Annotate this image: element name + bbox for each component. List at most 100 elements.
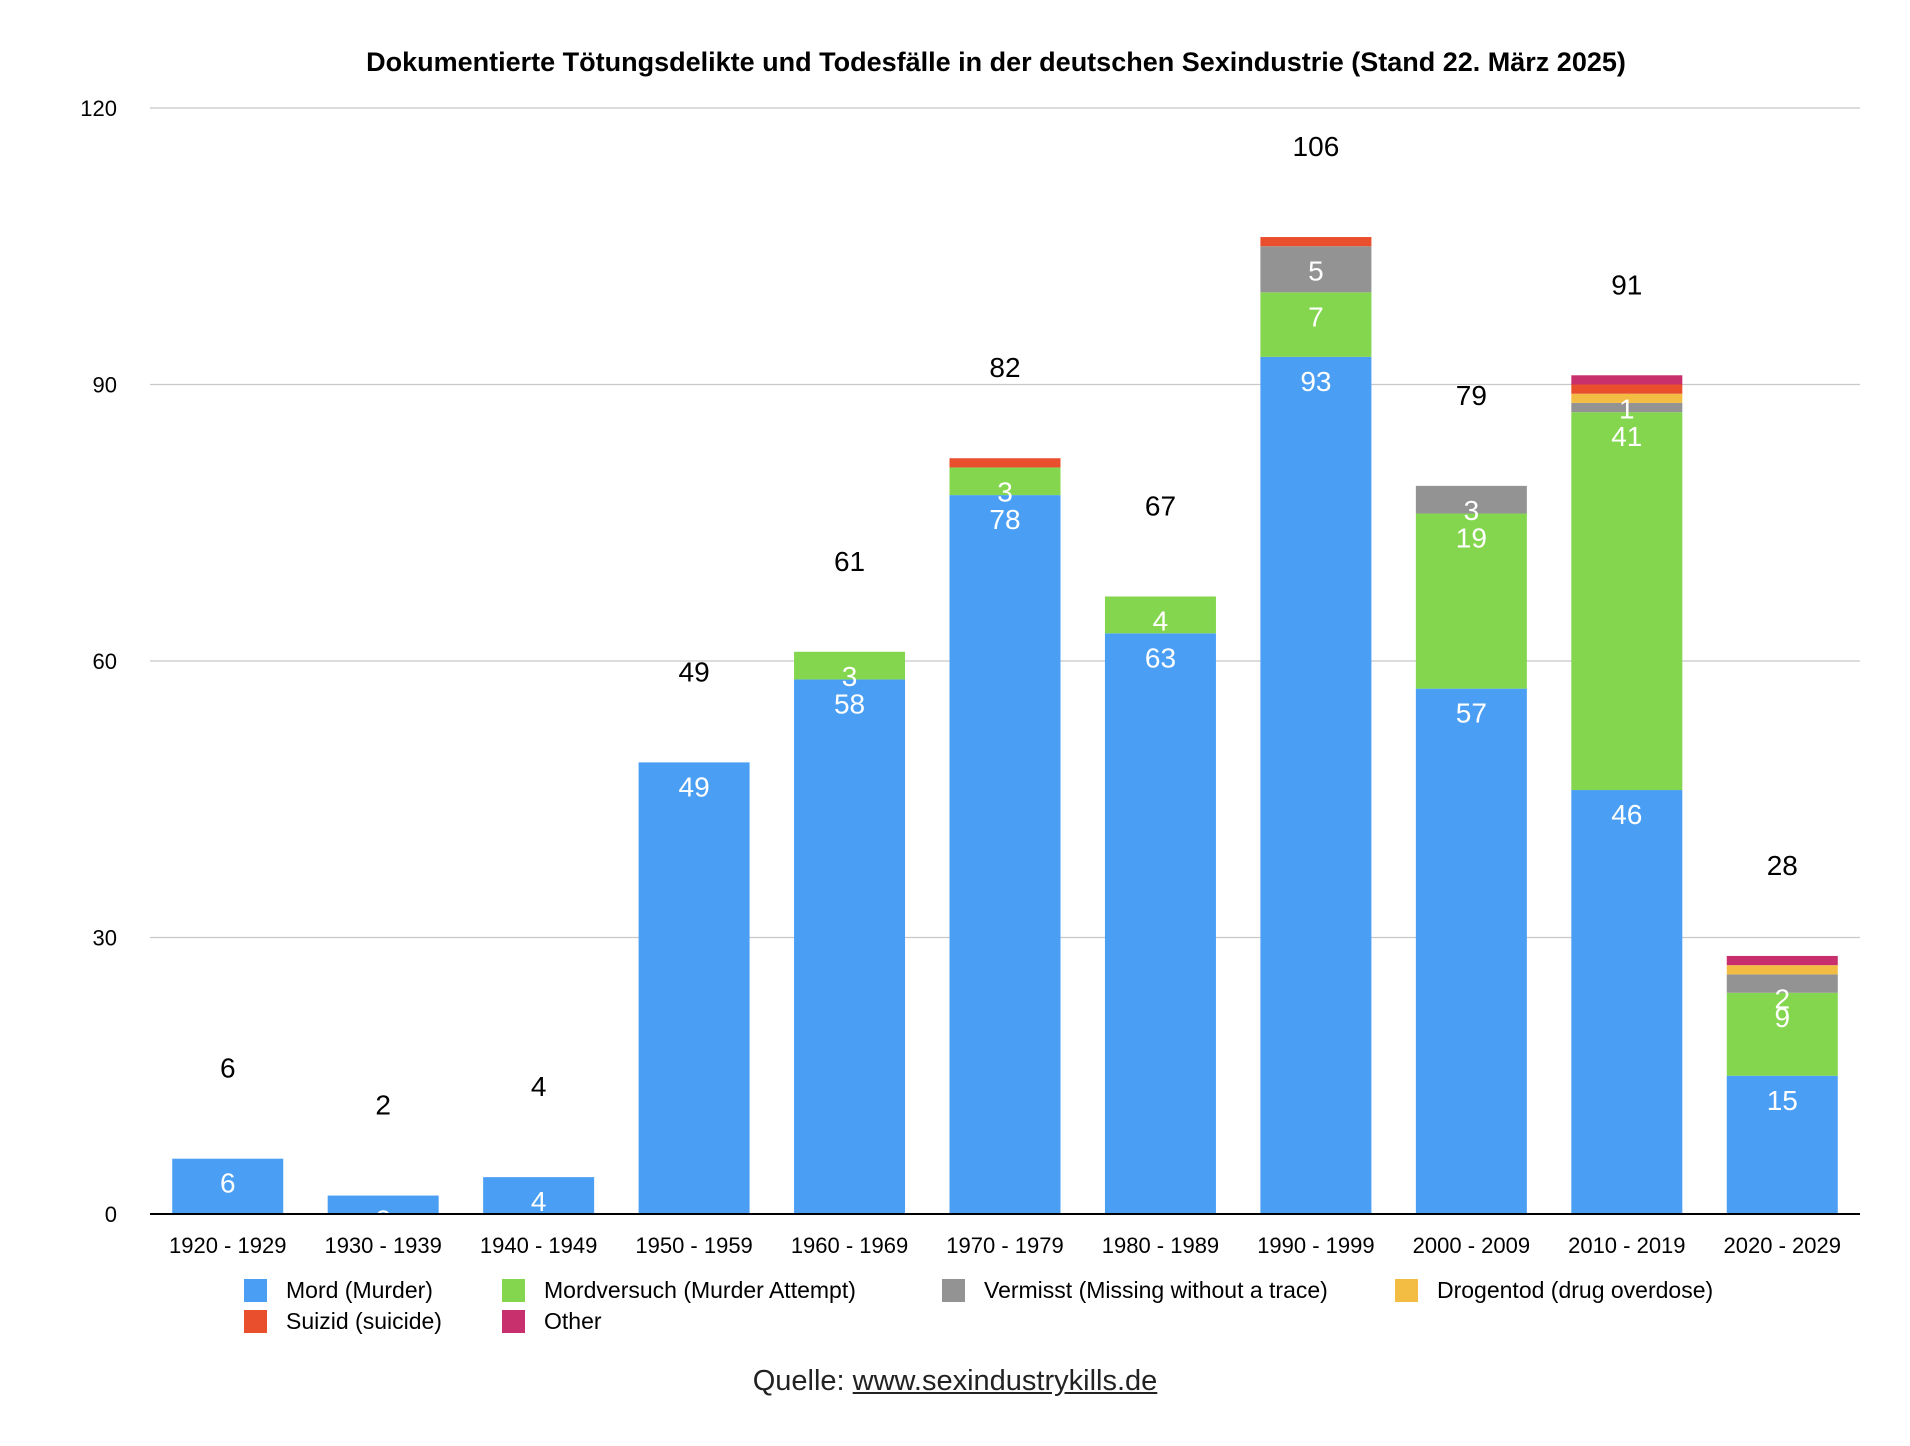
y-tick-label: 30 xyxy=(93,926,117,951)
bar-total-label: 79 xyxy=(1456,380,1487,411)
bar-segment-label: 6 xyxy=(220,1168,236,1199)
bar-segment xyxy=(949,495,1061,1215)
bar-segment-label: 2 xyxy=(1774,983,1790,1014)
x-tick-label: 1920 - 1929 xyxy=(169,1233,286,1258)
bar-segment xyxy=(1415,513,1527,689)
bar-segment-label: 93 xyxy=(1300,366,1331,397)
bar-segment-label: 63 xyxy=(1145,642,1176,673)
bar-segment-label: 3 xyxy=(997,476,1013,507)
bar-total-label: 82 xyxy=(989,352,1020,383)
source-label: Quelle: xyxy=(752,1365,845,1397)
bar-segment xyxy=(1571,384,1683,394)
legend-item-other: Other xyxy=(502,1308,602,1335)
bar-total-label: 106 xyxy=(1293,131,1340,162)
bar-segment-label: 15 xyxy=(1767,1085,1798,1116)
bar-segment-label: 1 xyxy=(1619,394,1635,425)
x-tick-label: 1970 - 1979 xyxy=(946,1233,1063,1258)
legend-label-vermisst: Vermisst (Missing without a trace) xyxy=(984,1277,1328,1303)
legend-label-suizid: Suizid (suicide) xyxy=(286,1308,442,1334)
legend-item-vermisst: Vermisst (Missing without a trace) xyxy=(942,1277,1395,1304)
bar-segment xyxy=(1104,596,1216,634)
x-tick-label: 1950 - 1959 xyxy=(635,1233,752,1258)
chart-title: Dokumentierte Tötungsdelikte und Todesfä… xyxy=(366,47,1626,77)
bar-segment xyxy=(1571,402,1683,413)
bar-segment xyxy=(638,762,750,1214)
bar-segment-label: 3 xyxy=(1464,495,1480,526)
bar-segment-label: 78 xyxy=(989,504,1020,535)
legend-item-suizid: Suizid (suicide) xyxy=(244,1308,502,1335)
bar-segment xyxy=(1726,965,1838,975)
legend-row: Suizid (suicide) Other xyxy=(244,1306,1804,1337)
x-tick-label: 1930 - 1939 xyxy=(324,1233,441,1258)
bar-segment-label: 4 xyxy=(531,1186,547,1217)
bar-total-label: 67 xyxy=(1145,490,1176,521)
bar-segment-label: 19 xyxy=(1456,523,1487,554)
bar-segment xyxy=(949,458,1061,468)
bar-segment xyxy=(1571,412,1683,791)
bar-segment-label: 58 xyxy=(834,688,865,719)
bar-segment-label: 5 xyxy=(1308,255,1324,286)
x-tick-label: 1960 - 1969 xyxy=(791,1233,908,1258)
bar-segment xyxy=(327,1195,439,1214)
bar-total-label: 61 xyxy=(834,546,865,577)
bar-segment-label: 9 xyxy=(1774,1002,1790,1033)
bar-segment-label: 46 xyxy=(1611,799,1642,830)
bar-segment xyxy=(1260,356,1372,1215)
y-tick-label: 0 xyxy=(105,1202,117,1227)
legend-label-other: Other xyxy=(544,1308,602,1334)
bar-segment xyxy=(1260,246,1372,293)
bar-segment xyxy=(1260,292,1372,357)
bar-segment xyxy=(1260,237,1372,247)
legend-label-drogentod: Drogentod (drug overdose) xyxy=(1437,1277,1714,1303)
x-tick-label: 1990 - 1999 xyxy=(1257,1233,1374,1258)
y-tick-label: 120 xyxy=(80,96,117,121)
bar-total-label: 4 xyxy=(531,1071,547,1102)
legend-swatch-suizid xyxy=(244,1310,267,1333)
y-tick-label: 90 xyxy=(93,373,117,398)
bar-segment-label: 57 xyxy=(1456,698,1487,729)
bar-segment-label: 3 xyxy=(842,661,858,692)
legend-swatch-drogentod xyxy=(1395,1279,1418,1302)
chart-legend: Mord (Murder) Mordversuch (Murder Attemp… xyxy=(244,1275,1804,1337)
bar-segment xyxy=(794,651,906,680)
legend-item-drogentod: Drogentod (drug overdose) xyxy=(1395,1277,1713,1304)
x-tick-label: 1980 - 1989 xyxy=(1102,1233,1219,1258)
bar-total-label: 91 xyxy=(1611,269,1642,300)
bar-segment xyxy=(1571,790,1683,1214)
bar-total-label: 49 xyxy=(679,656,710,687)
bar-segment-label: 41 xyxy=(1611,421,1642,452)
x-tick-label: 2000 - 2009 xyxy=(1413,1233,1530,1258)
bar-segment-label: 2 xyxy=(375,1205,391,1236)
bar-segment-label: 4 xyxy=(1153,605,1169,636)
x-tick-label: 1940 - 1949 xyxy=(480,1233,597,1258)
legend-label-mord: Mord (Murder) xyxy=(286,1277,433,1303)
bar-segment xyxy=(1104,633,1216,1214)
legend-swatch-mordversuch xyxy=(502,1279,525,1302)
bar-segment xyxy=(1726,992,1838,1076)
bar-segment-label: 7 xyxy=(1308,301,1324,332)
bar-segment xyxy=(1571,375,1683,385)
bar-total-label: 2 xyxy=(375,1090,391,1121)
bar-segment xyxy=(794,679,906,1214)
bar-segment xyxy=(1726,1075,1838,1214)
bar-segment xyxy=(483,1177,595,1214)
bar-total-label: 6 xyxy=(220,1053,236,1084)
bar-segment xyxy=(1726,955,1838,966)
legend-item-mordversuch: Mordversuch (Murder Attempt) xyxy=(502,1277,942,1304)
y-tick-label: 60 xyxy=(93,649,117,674)
legend-swatch-mord xyxy=(244,1279,267,1302)
source-note: Quelle: www.sexindustrykills.de xyxy=(0,1365,1910,1398)
bar-segment xyxy=(1415,688,1527,1214)
bar-total-label: 28 xyxy=(1767,850,1798,881)
legend-label-mordversuch: Mordversuch (Murder Attempt) xyxy=(544,1277,856,1303)
x-tick-label: 2020 - 2029 xyxy=(1724,1233,1841,1258)
bar-segment-label: 49 xyxy=(679,771,710,802)
legend-swatch-other xyxy=(502,1310,525,1333)
source-link[interactable]: www.sexindustrykills.de xyxy=(852,1365,1158,1397)
legend-item-mord: Mord (Murder) xyxy=(244,1277,502,1304)
bar-segment xyxy=(1726,974,1838,993)
bar-segment xyxy=(172,1158,284,1214)
legend-swatch-vermisst xyxy=(942,1279,965,1302)
bar-segment xyxy=(1571,393,1683,403)
